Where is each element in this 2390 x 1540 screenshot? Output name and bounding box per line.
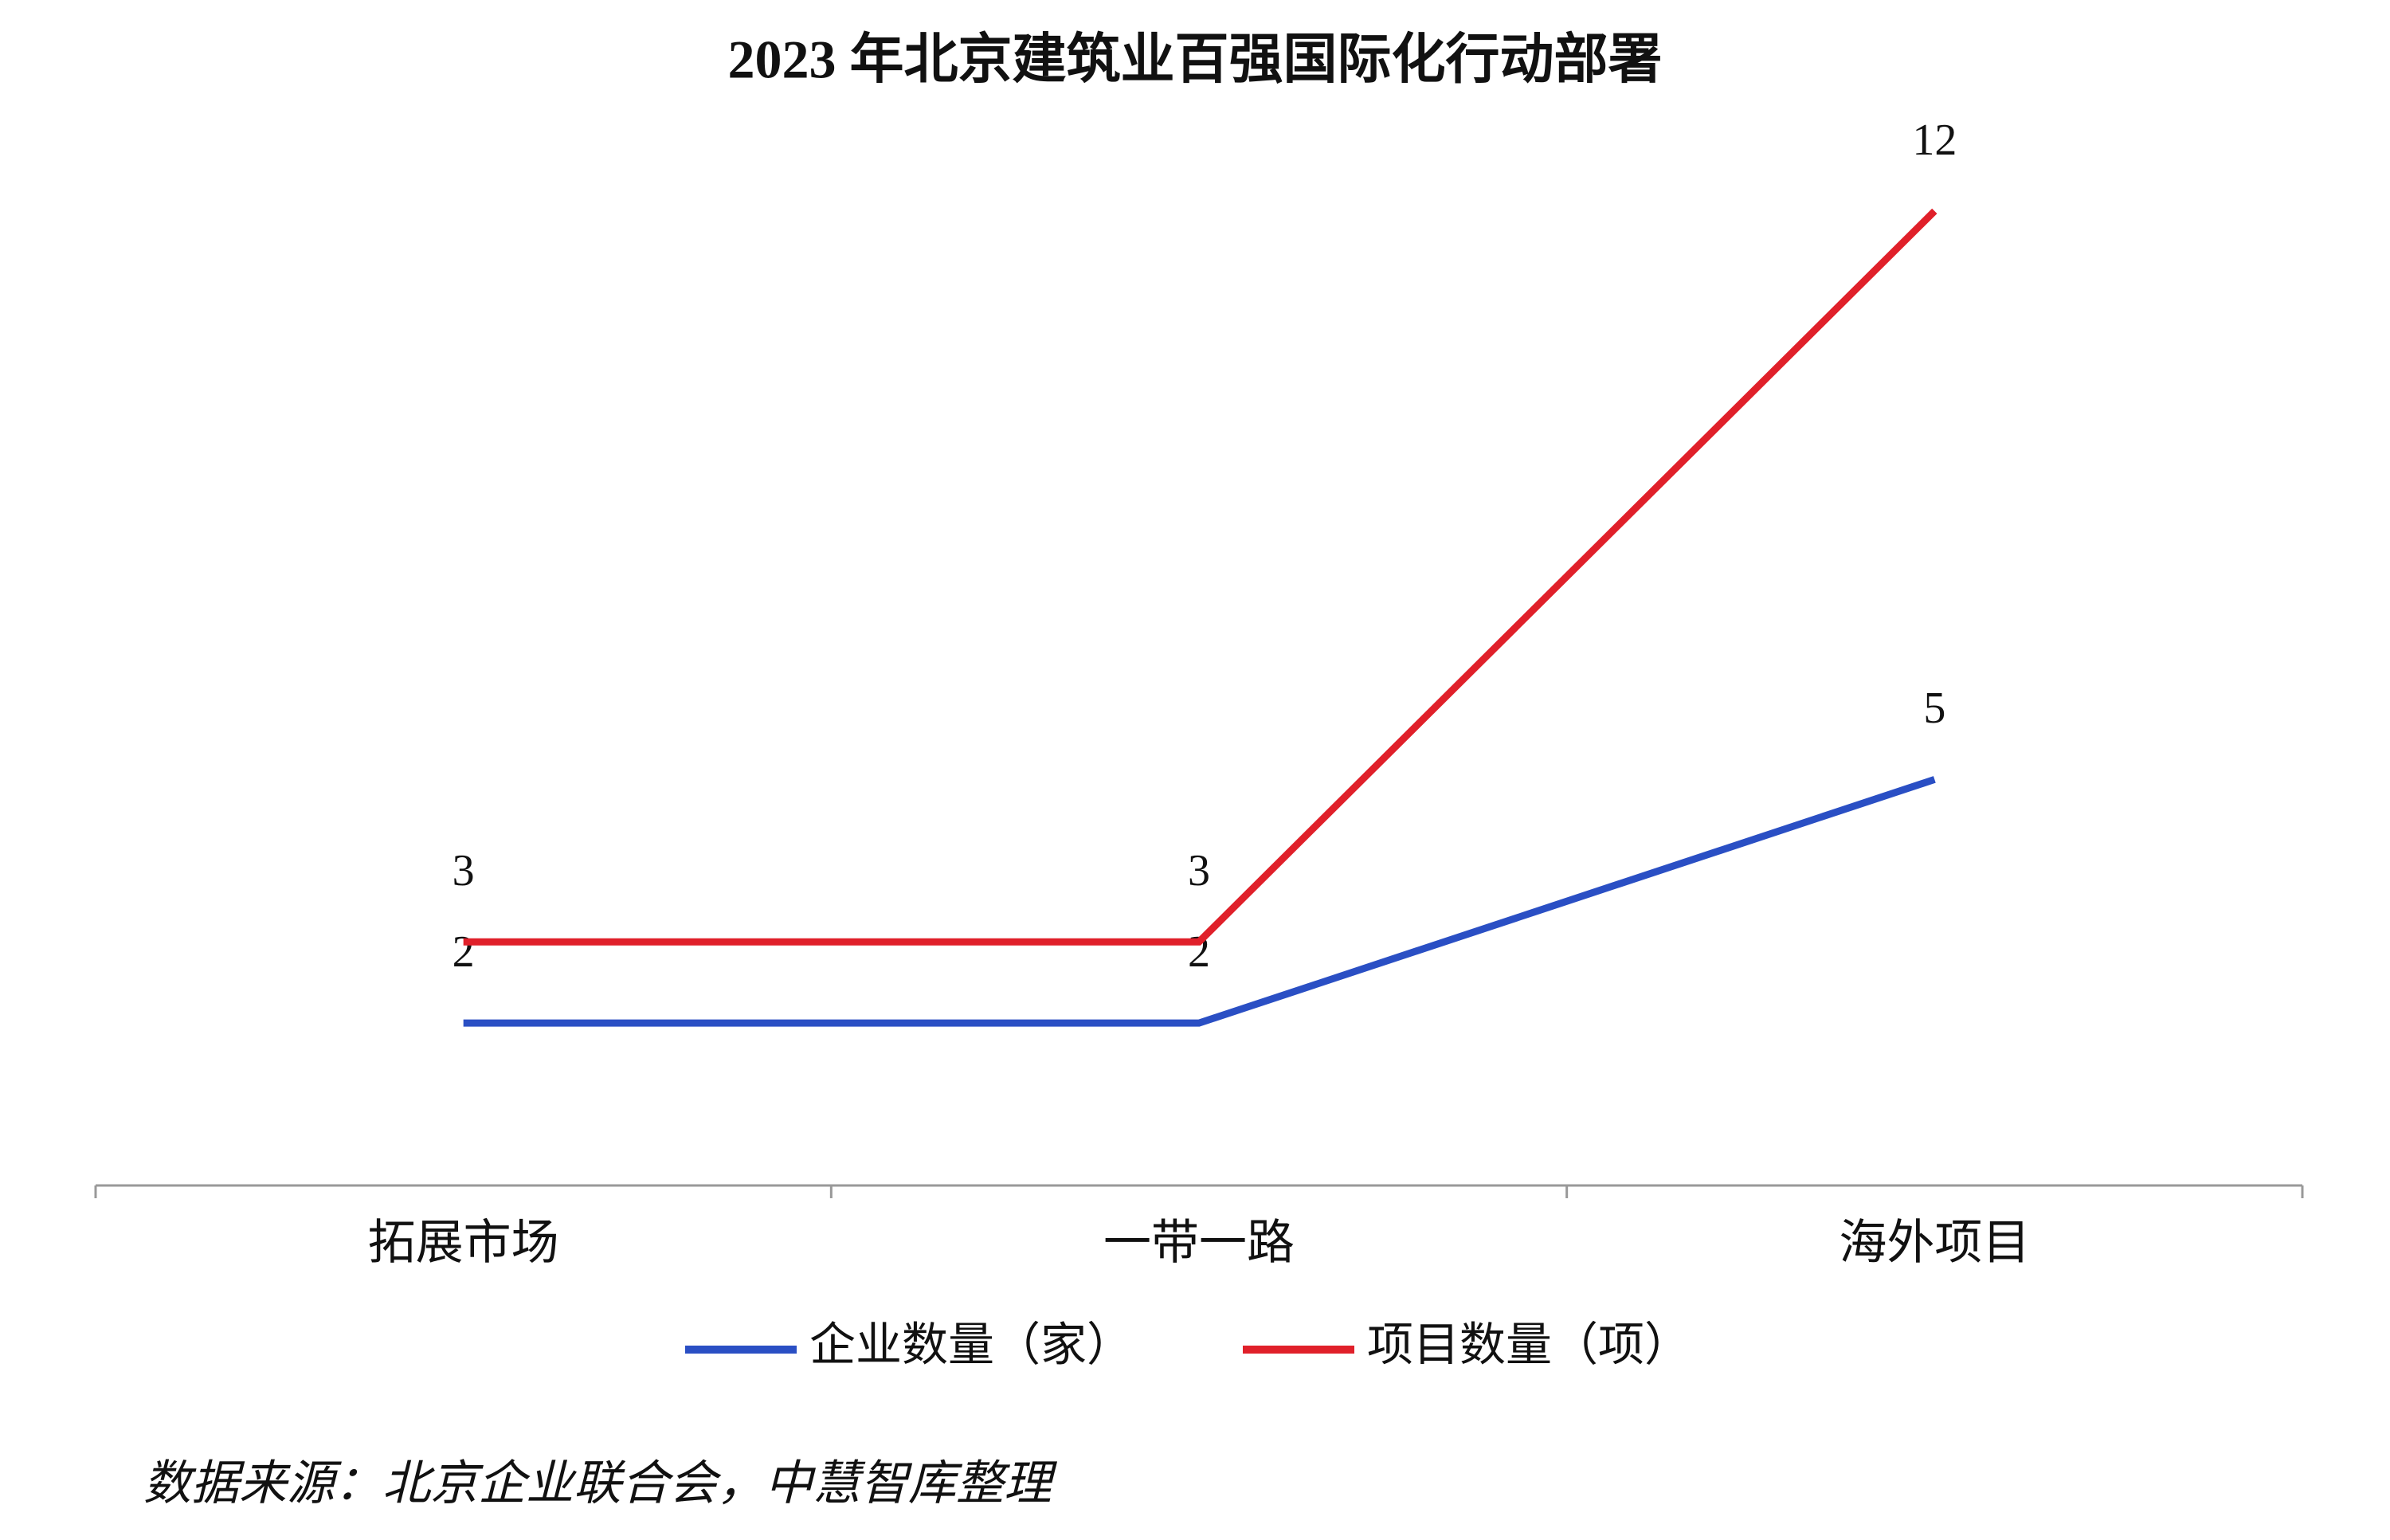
source-note: 数据来源：北京企业联合会，中慧智库整理	[143, 1457, 1058, 1510]
data-label: 2	[453, 927, 475, 977]
data-label: 3	[453, 846, 475, 895]
x-tick-label: 一带一路	[1103, 1217, 1295, 1269]
x-tick-label: 拓展市场	[368, 1217, 559, 1269]
chart-title: 2023 年北京建筑业百强国际化行动部署	[727, 29, 1662, 90]
x-tick-label: 海外项目	[1839, 1217, 2030, 1269]
data-label: 3	[1188, 846, 1210, 895]
series-line	[463, 776, 1936, 1027]
legend-label: 项目数量（项）	[1367, 1319, 1691, 1370]
legend-label: 企业数量（家）	[809, 1319, 1133, 1370]
series-line	[463, 208, 1937, 946]
data-label: 5	[1923, 684, 1945, 733]
data-label: 12	[1912, 116, 1957, 165]
